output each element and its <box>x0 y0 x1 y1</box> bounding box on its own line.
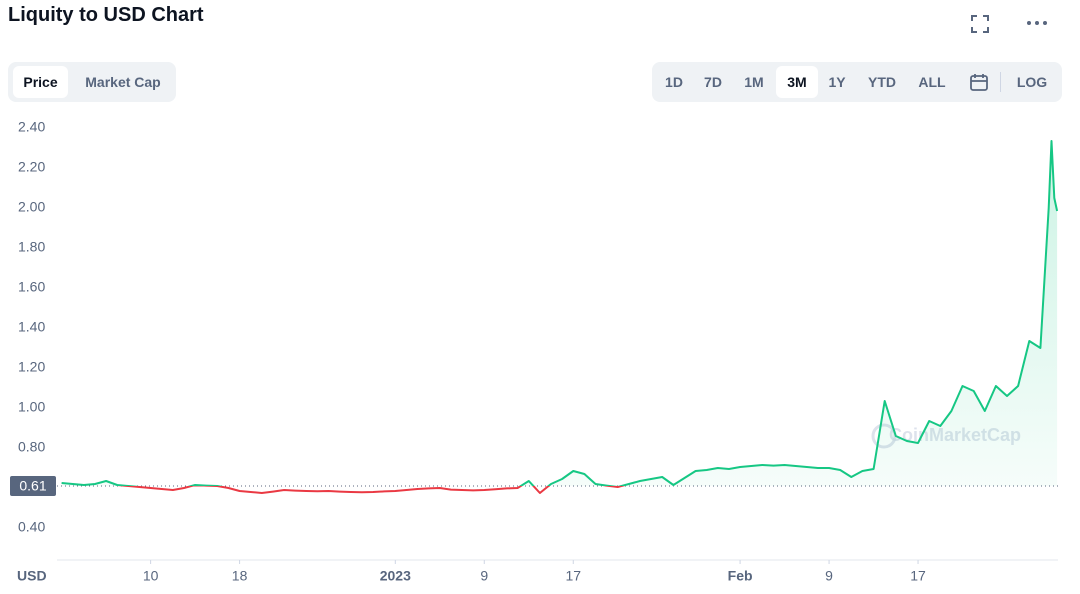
x-tick-label: 10 <box>143 568 159 584</box>
y-unit-label: USD <box>17 568 47 584</box>
reference-label-bg <box>10 476 56 496</box>
tab-group: Price Market Cap <box>8 62 176 102</box>
range-button[interactable]: ALL <box>918 74 946 90</box>
tab[interactable]: Price <box>13 66 68 98</box>
x-tick-label: 9 <box>825 568 833 584</box>
fullscreen-icon[interactable] <box>970 14 990 34</box>
range-button[interactable]: 7D <box>704 74 722 90</box>
y-tick-label: 1.60 <box>18 279 45 295</box>
x-tick-label: 2023 <box>380 568 411 584</box>
y-tick-label: 0.80 <box>18 439 45 455</box>
y-tick-label: 1.40 <box>18 319 45 335</box>
y-tick-label: 0.40 <box>18 519 45 535</box>
y-tick-label: 2.20 <box>18 159 45 175</box>
tab[interactable]: Market Cap <box>85 74 161 90</box>
range-group: LOG 1D 7D 1M 3M 1Y YTD ALL <box>652 62 1062 102</box>
y-tick-label: 1.20 <box>18 359 45 375</box>
price-line <box>61 140 1059 486</box>
area-fill <box>61 141 1058 486</box>
y-tick-label: 2.40 <box>18 119 45 135</box>
range-button[interactable]: YTD <box>868 74 896 90</box>
more-icon[interactable] <box>1026 18 1048 28</box>
x-tick-label: 18 <box>232 568 248 584</box>
calendar-icon[interactable] <box>970 73 988 91</box>
range-button[interactable]: 1Y <box>828 74 846 90</box>
x-tick-label: 17 <box>910 568 926 584</box>
x-tick-label: Feb <box>728 568 753 584</box>
y-tick-label: 1.00 <box>18 399 45 415</box>
range-button[interactable]: 1M <box>744 74 764 90</box>
y-tick-label: 1.80 <box>18 239 45 255</box>
range-button[interactable]: 3M <box>776 66 818 98</box>
y-tick-label: 2.00 <box>18 199 45 215</box>
range-button[interactable]: 1D <box>665 74 683 90</box>
log-button[interactable]: LOG <box>1016 74 1048 90</box>
x-tick-label: 17 <box>565 568 581 584</box>
chart-title: Liquity to USD Chart <box>8 4 204 26</box>
divider <box>1000 72 1001 92</box>
x-tick-label: 9 <box>480 568 488 584</box>
reference-label: 0.61 <box>19 478 46 494</box>
price-line-below <box>83 486 674 494</box>
